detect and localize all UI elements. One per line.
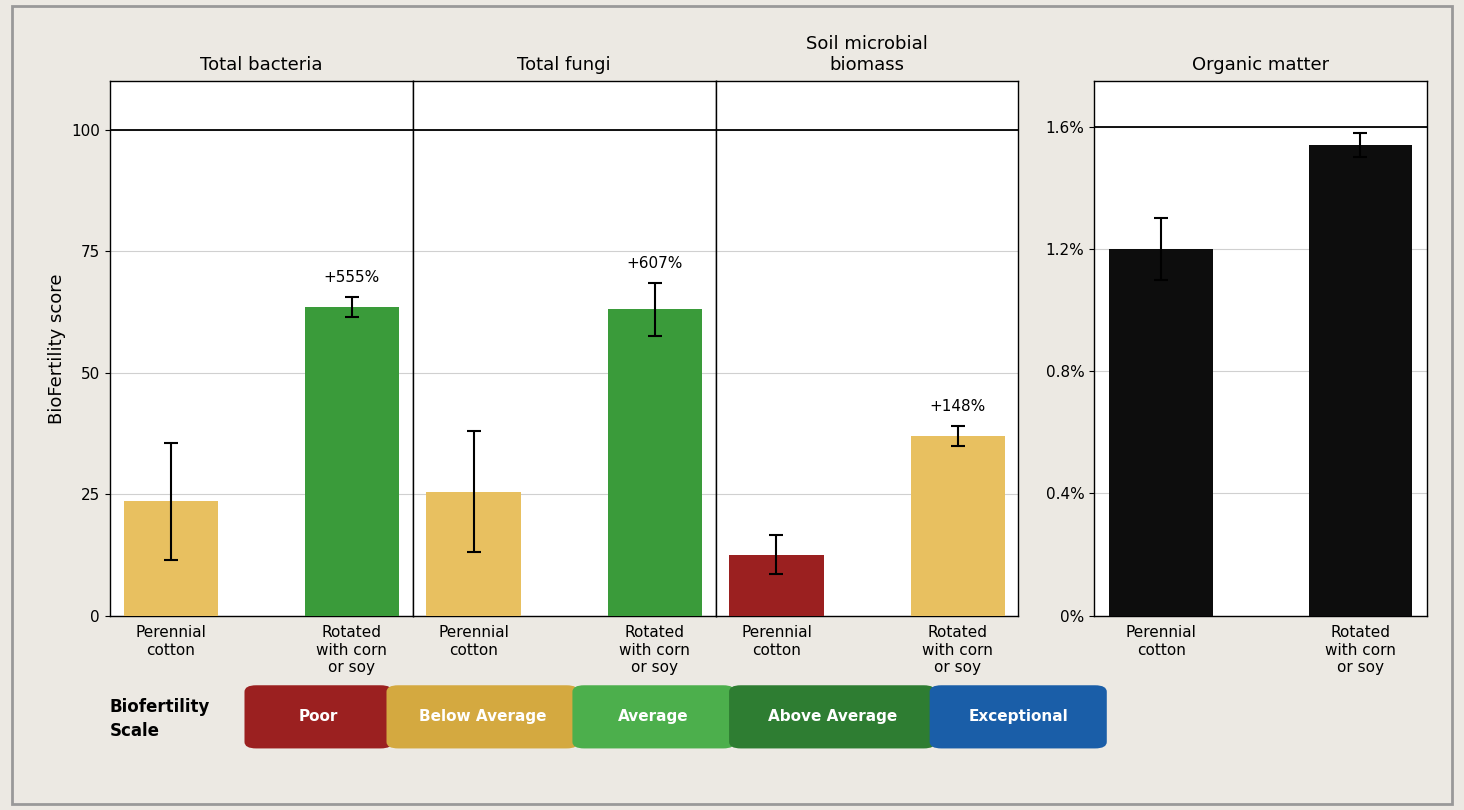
Title: Organic matter: Organic matter [1192, 56, 1329, 74]
Text: Exceptional: Exceptional [968, 710, 1069, 724]
Text: Average: Average [618, 710, 690, 724]
Text: +607%: +607% [627, 255, 682, 271]
Bar [729, 555, 824, 616]
Text: Poor: Poor [299, 710, 338, 724]
Bar [1110, 249, 1214, 616]
Title: Total fungi: Total fungi [517, 56, 610, 74]
Title: Total bacteria: Total bacteria [201, 56, 322, 74]
Bar [1309, 145, 1413, 616]
Bar [426, 492, 521, 616]
Title: Soil microbial
biomass: Soil microbial biomass [807, 35, 928, 74]
Text: Scale: Scale [110, 723, 160, 740]
Bar [305, 307, 398, 616]
Bar [123, 501, 218, 616]
Bar [608, 309, 701, 616]
Bar [911, 436, 1004, 616]
Text: +555%: +555% [324, 270, 381, 285]
Text: Below Average: Below Average [419, 710, 546, 724]
Y-axis label: BioFertility score: BioFertility score [48, 273, 66, 424]
Text: Biofertility: Biofertility [110, 698, 211, 716]
Text: Above Average: Above Average [767, 710, 897, 724]
Text: +148%: +148% [930, 399, 985, 414]
